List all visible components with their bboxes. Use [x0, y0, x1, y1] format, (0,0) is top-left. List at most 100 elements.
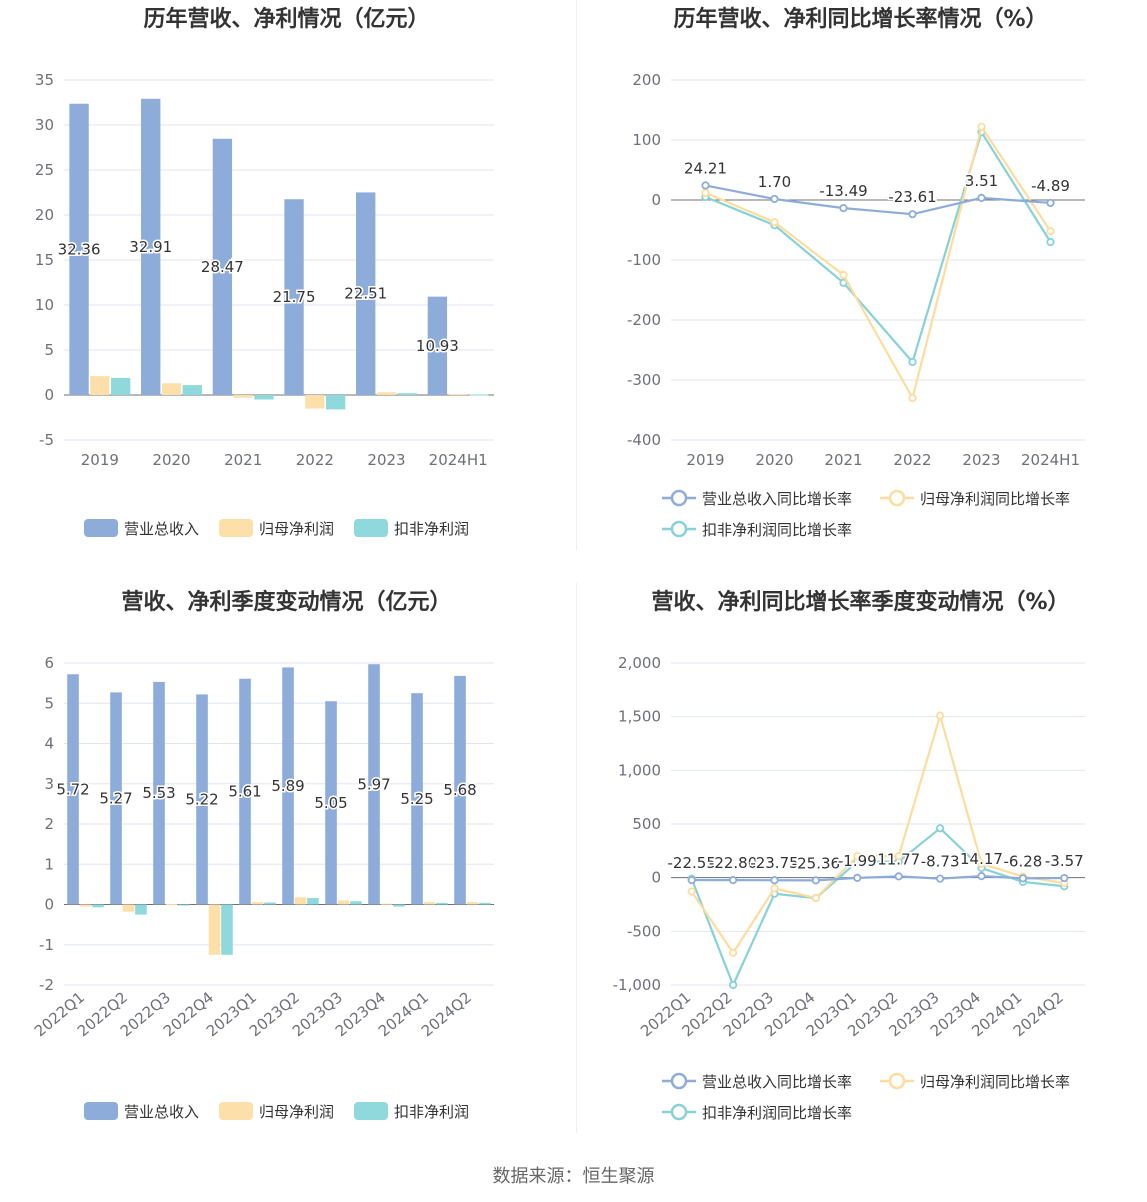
bar-deducted [178, 904, 190, 906]
bar-netprofit [165, 904, 178, 906]
data-point [908, 393, 917, 403]
y-tick-label: -300 [627, 371, 661, 389]
bar-revenue [239, 678, 251, 905]
legend-swatch [354, 1102, 388, 1120]
legend-marker [670, 1072, 688, 1090]
data-point [687, 887, 696, 896]
x-tick-label: 2024H1 [429, 451, 488, 469]
data-point [729, 876, 738, 885]
legend-swatch [84, 519, 118, 537]
data-label: 24.21 [684, 159, 727, 177]
data-label: 5.72 [56, 780, 89, 798]
data-label: 14.17 [960, 850, 1003, 868]
data-point [811, 876, 820, 885]
data-label: 5.61 [228, 783, 261, 801]
data-point [977, 122, 986, 131]
data-point [853, 852, 862, 861]
quarterly-revenue-profit-chart: 营收、净利季度变动情况（亿元） 6 5 4 3 2 1 0 -1 -2 2022Q1 2022Q2 20… [0, 583, 573, 1163]
legend-label: 营业总收入 [124, 520, 199, 538]
bar-revenue [141, 98, 161, 395]
data-label: 5.68 [443, 781, 476, 799]
bar-revenue [67, 674, 79, 905]
data-point [1046, 198, 1055, 208]
y-tick-label: 2,000 [618, 654, 661, 672]
bar-revenue [212, 138, 233, 395]
y-tick-label: 500 [632, 815, 661, 833]
legend-label: 营业总收入同比增长率 [702, 490, 852, 508]
data-point [839, 270, 848, 280]
y-tick-label: -5 [39, 431, 54, 449]
x-tick-label: 2021 [824, 451, 862, 469]
y-tick-label: 4 [44, 735, 54, 753]
x-tick-label: 2022 [893, 451, 931, 469]
bar-netprofit [79, 904, 92, 907]
legend-marker [670, 489, 688, 507]
bar-revenue [196, 694, 208, 905]
data-label: 10.93 [416, 337, 459, 355]
y-tick-label: 200 [632, 71, 661, 89]
quarterly-growth-rate-chart: 营收、净利同比增长率季度变动情况（%） 2,000 1,500 1,000 500 0 -5… [574, 583, 1147, 1163]
data-label: -22.80 [709, 854, 757, 872]
data-point [770, 876, 779, 885]
data-point [894, 872, 903, 881]
legend-label: 扣非净利润同比增长率 [702, 1104, 852, 1122]
y-tick-label: 0 [44, 386, 54, 404]
data-point [908, 357, 917, 367]
series-line [690, 711, 1065, 955]
bar-netprofit [233, 395, 253, 398]
chart-title: 历年营收、净利情况（亿元） [143, 6, 429, 32]
data-label: 5.27 [99, 789, 132, 807]
series-line [691, 875, 1065, 882]
data-point [729, 948, 738, 957]
y-tick-label: 0 [651, 191, 661, 209]
y-tick-label: 2 [44, 815, 54, 833]
bar-deducted [325, 395, 346, 410]
y-tick-label: 35 [35, 71, 54, 89]
x-tick-label: 2021 [224, 451, 262, 469]
data-label: 5.05 [314, 794, 347, 812]
legend-label: 归母净利润同比增长率 [920, 1073, 1070, 1091]
x-tick-label: 2019 [686, 451, 724, 469]
annual-growth-rate-chart: 历年营收、净利同比增长率情况（%） 200 100 0 -100 -200 -300 -400… [574, 0, 1147, 580]
series-line [705, 129, 1052, 365]
bar-netprofit [90, 376, 110, 395]
legend-label: 扣非净利润同比增长率 [702, 521, 852, 539]
data-point [977, 859, 986, 868]
data-label: 28.47 [201, 258, 244, 276]
bar-netprofit [337, 900, 350, 905]
legend-marker [670, 1103, 688, 1121]
y-tick-label: -200 [627, 311, 661, 329]
data-point [894, 852, 903, 861]
data-point [977, 872, 986, 881]
chart-title: 历年营收、净利同比增长率情况（%） [673, 6, 1047, 32]
chart-0-svg: 历年营收、净利情况（亿元） 35 30 25 20 15 10 5 0 -5 2019 2020 202… [35, 6, 494, 538]
chart-1-svg: 历年营收、净利同比增长率情况（%） 200 100 0 -100 -200 -300 -400… [627, 6, 1085, 539]
bar-deducted [397, 393, 417, 395]
legend-label: 扣非净利润 [394, 1103, 469, 1121]
data-label: -6.28 [1003, 852, 1042, 870]
data-point [687, 875, 696, 885]
legend-marker [670, 520, 688, 538]
y-tick-label: -1,000 [613, 976, 661, 994]
x-tick-label: 2020 [755, 451, 793, 469]
vertical-divider-top [576, 0, 577, 550]
x-tick-label: 2024H1 [1021, 451, 1080, 469]
y-tick-label: 5 [44, 341, 54, 359]
bar-netprofit [294, 897, 307, 905]
x-tick-label: 2019 [81, 451, 119, 469]
data-label: 21.75 [273, 288, 316, 306]
x-tick-label: 2022 [296, 451, 334, 469]
x-tick-label: 2023 [367, 451, 405, 469]
annual-revenue-profit-chart: 历年营收、净利情况（亿元） 35 30 25 20 15 10 5 0 -5 2019 2020 202… [0, 0, 573, 580]
data-label: -25.36 [792, 854, 840, 872]
y-tick-label: 20 [35, 206, 54, 224]
legend-label: 归母净利润 [259, 1103, 334, 1121]
y-tick-label: 1,500 [618, 708, 661, 726]
bar-deducted [92, 904, 104, 908]
bar-netprofit [208, 904, 221, 955]
y-tick-label: 25 [35, 161, 54, 179]
data-label: 3.51 [965, 172, 998, 190]
y-tick-label: 6 [44, 654, 54, 672]
bar-netprofit [423, 902, 436, 905]
legend-swatch [219, 519, 253, 537]
